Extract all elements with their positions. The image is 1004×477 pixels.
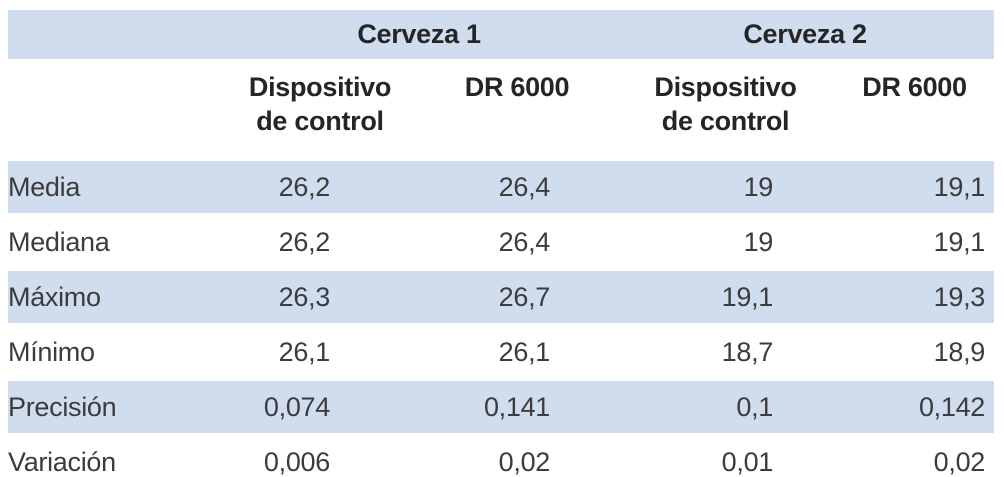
- table-row-mediana: Mediana 26,2 26,4 19 19,1: [8, 216, 995, 268]
- value-cell: 19,1: [616, 271, 836, 323]
- value-cell: 26,4: [418, 216, 617, 268]
- group-header-cerveza-1: Cerveza 1: [222, 10, 617, 59]
- value-cell: 19,1: [835, 216, 995, 268]
- value-cell: 0,1: [616, 381, 836, 433]
- value-cell: 0,141: [418, 381, 617, 433]
- value-cell: 0,02: [418, 436, 617, 477]
- row-label: Media: [8, 161, 222, 213]
- row-label: Variación: [8, 436, 222, 477]
- value-cell: 18,9: [835, 326, 995, 378]
- table-row-minimo: Mínimo 26,1 26,1 18,7 18,9: [8, 326, 995, 378]
- column-header-dispositivo-2: Dispositivo de control: [616, 62, 836, 158]
- column-header-dr6000-2: DR 6000: [835, 62, 995, 158]
- column-header-dr6000-1: DR 6000: [418, 62, 617, 158]
- value-cell: 18,7: [616, 326, 836, 378]
- column-header-row: Dispositivo de control DR 6000 Dispositi…: [8, 62, 995, 158]
- value-cell: 26,2: [222, 216, 418, 268]
- value-cell: 0,006: [222, 436, 418, 477]
- value-cell: 19,1: [835, 161, 995, 213]
- value-cell: 26,2: [222, 161, 418, 213]
- group-header-cerveza-2: Cerveza 2: [616, 10, 995, 59]
- table-row-precision: Precisión 0,074 0,141 0,1 0,142: [8, 381, 995, 433]
- value-cell: 26,1: [418, 326, 617, 378]
- table-row-media: Media 26,2 26,4 19 19,1: [8, 161, 995, 213]
- row-label: Máximo: [8, 271, 222, 323]
- group-header-row: Cerveza 1 Cerveza 2: [8, 10, 995, 59]
- row-label: Mínimo: [8, 326, 222, 378]
- row-label: Mediana: [8, 216, 222, 268]
- value-cell: 26,4: [418, 161, 617, 213]
- value-cell: 0,01: [616, 436, 836, 477]
- table-row-maximo: Máximo 26,3 26,7 19,1 19,3: [8, 271, 995, 323]
- value-cell: 19: [616, 216, 836, 268]
- value-cell: 0,074: [222, 381, 418, 433]
- value-cell: 26,7: [418, 271, 617, 323]
- value-cell: 26,3: [222, 271, 418, 323]
- value-cell: 19,3: [835, 271, 995, 323]
- value-cell: 19: [616, 161, 836, 213]
- value-cell: 0,02: [835, 436, 995, 477]
- corner-cell-2: [8, 62, 222, 158]
- row-label: Precisión: [8, 381, 222, 433]
- value-cell: 0,142: [835, 381, 995, 433]
- value-cell: 26,1: [222, 326, 418, 378]
- table-row-variacion: Variación 0,006 0,02 0,01 0,02: [8, 436, 995, 477]
- column-header-dispositivo-1: Dispositivo de control: [222, 62, 418, 158]
- corner-cell: [8, 10, 222, 59]
- stats-table: Cerveza 1 Cerveza 2 Dispositivo de contr…: [8, 7, 995, 477]
